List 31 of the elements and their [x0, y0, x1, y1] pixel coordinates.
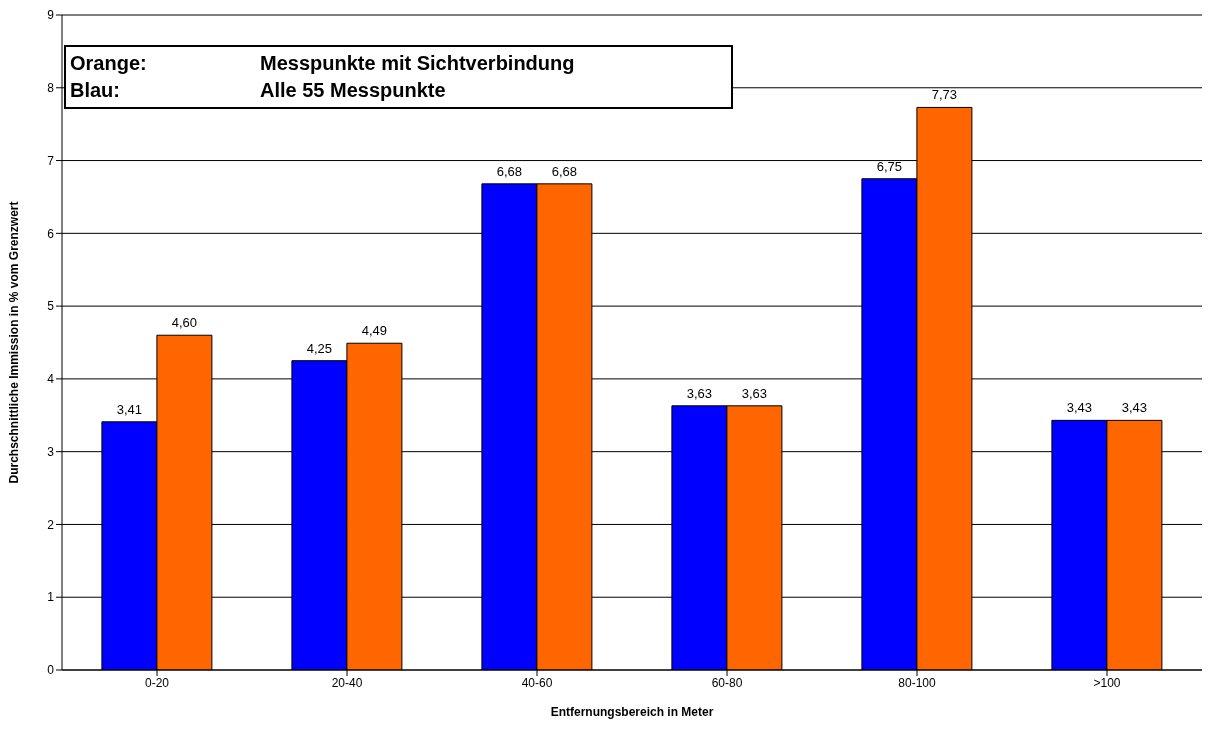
data-label: 3,63	[741, 385, 768, 401]
y-tick-label: 2	[47, 517, 55, 532]
y-tick-label: 1	[47, 590, 55, 605]
x-tick-label: 0-20	[144, 675, 170, 690]
x-tick-label: 20-40	[331, 675, 363, 690]
data-label: 4,25	[306, 340, 333, 356]
text-box: Orange: Messpunkte mit Sichtverbindung Blau: Alle 55 Messpunkte	[64, 45, 733, 109]
x-tick-label: 80-100	[898, 675, 936, 690]
data-label: 6,75	[876, 158, 903, 174]
x-axis-title: Entfernungsbereich in Meter	[550, 705, 714, 719]
x-tick-label: 40-60	[521, 675, 553, 690]
data-label: 3,63	[686, 385, 713, 401]
data-label: 3,43	[1121, 400, 1148, 416]
x-tick-label: 60-80	[711, 675, 743, 690]
data-label: 7,73	[931, 87, 958, 103]
data-label: 3,43	[1066, 400, 1093, 416]
y-tick-label: 9	[47, 8, 55, 23]
data-label: 4,49	[361, 323, 388, 339]
y-tick-label: 4	[47, 372, 55, 387]
y-tick-label: 6	[47, 226, 55, 241]
y-tick-label: 8	[47, 81, 55, 96]
data-label: 6,68	[496, 163, 523, 179]
y-tick-label: 5	[47, 299, 55, 314]
data-label: 3,41	[116, 401, 143, 417]
data-label: 4,60	[171, 315, 198, 331]
y-tick-label: 3	[47, 444, 55, 459]
y-axis-title: Durchschnittliche Immission in % vom Grenzwert	[7, 201, 22, 484]
y-tick-label: 0	[47, 663, 55, 678]
x-tick-label: >100	[1093, 675, 1121, 690]
data-label: 6,68	[551, 163, 578, 179]
y-tick-label: 7	[47, 153, 55, 168]
